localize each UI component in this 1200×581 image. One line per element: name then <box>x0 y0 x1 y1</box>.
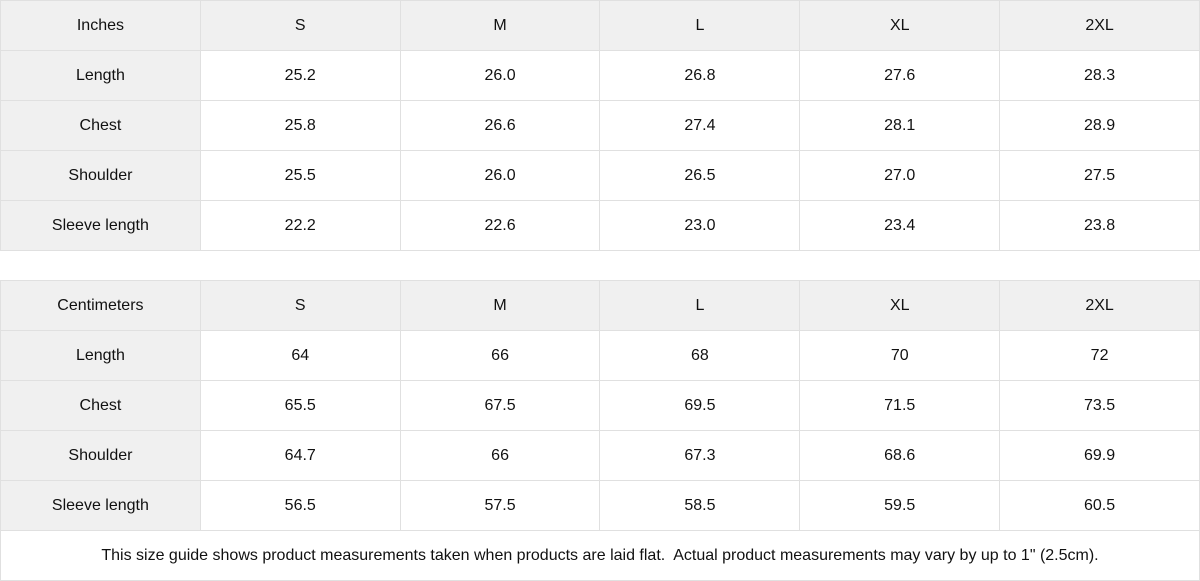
measurement-cell: 69.5 <box>599 380 801 431</box>
size-column-header-m: M <box>399 0 601 51</box>
footer-note: This size guide shows product measuremen… <box>0 531 1200 581</box>
measurement-cell: 22.6 <box>399 200 601 251</box>
measurement-cell: 60.5 <box>999 480 1200 531</box>
measurement-cell: 26.6 <box>399 100 601 151</box>
table-gap <box>0 251 1200 280</box>
row-label: Chest <box>0 380 201 431</box>
measurement-cell: 66 <box>399 330 601 381</box>
measurement-cell: 23.4 <box>799 200 1001 251</box>
measurement-cell: 66 <box>399 430 601 481</box>
measurement-cell: 27.6 <box>799 50 1001 101</box>
measurement-cell: 25.5 <box>199 150 401 201</box>
size-column-header-2xl: 2XL <box>999 280 1200 331</box>
row-label: Sleeve length <box>0 480 201 531</box>
size-column-header-2xl: 2XL <box>999 0 1200 51</box>
measurement-cell: 57.5 <box>399 480 601 531</box>
row-label: Shoulder <box>0 430 201 481</box>
table-row-shoulder: Shoulder 25.5 26.0 26.5 27.0 27.5 <box>0 150 1200 201</box>
measurement-cell: 23.8 <box>999 200 1200 251</box>
size-column-header-m: M <box>399 280 601 331</box>
unit-header-centimeters: Centimeters <box>0 280 201 331</box>
measurement-cell: 26.5 <box>599 150 801 201</box>
measurement-cell: 28.3 <box>999 50 1200 101</box>
unit-header-inches: Inches <box>0 0 201 51</box>
measurement-cell: 72 <box>999 330 1200 381</box>
table-row-shoulder: Shoulder 64.7 66 67.3 68.6 69.9 <box>0 430 1200 481</box>
measurement-cell: 67.5 <box>399 380 601 431</box>
measurement-cell: 69.9 <box>999 430 1200 481</box>
measurement-cell: 28.9 <box>999 100 1200 151</box>
measurement-cell: 26.0 <box>399 150 601 201</box>
row-label: Length <box>0 50 201 101</box>
measurement-cell: 64 <box>199 330 401 381</box>
size-column-header-s: S <box>199 0 401 51</box>
size-column-header-l: L <box>599 0 801 51</box>
row-label: Sleeve length <box>0 200 201 251</box>
measurement-cell: 27.5 <box>999 150 1200 201</box>
measurement-cell: 25.2 <box>199 50 401 101</box>
row-label: Chest <box>0 100 201 151</box>
size-table-centimeters: Centimeters S M L XL 2XL Length 64 66 68… <box>0 280 1200 531</box>
measurement-cell: 27.4 <box>599 100 801 151</box>
size-column-header-xl: XL <box>799 0 1001 51</box>
measurement-cell: 23.0 <box>599 200 801 251</box>
size-column-header-l: L <box>599 280 801 331</box>
table-row-sleeve-length: Sleeve length 56.5 57.5 58.5 59.5 60.5 <box>0 480 1200 531</box>
measurement-cell: 59.5 <box>799 480 1001 531</box>
measurement-cell: 64.7 <box>199 430 401 481</box>
table-header-row: Centimeters S M L XL 2XL <box>0 280 1200 331</box>
table-row-chest: Chest 65.5 67.5 69.5 71.5 73.5 <box>0 380 1200 431</box>
measurement-cell: 71.5 <box>799 380 1001 431</box>
measurement-cell: 68.6 <box>799 430 1001 481</box>
size-column-header-s: S <box>199 280 401 331</box>
measurement-cell: 25.8 <box>199 100 401 151</box>
table-header-row: Inches S M L XL 2XL <box>0 0 1200 51</box>
measurement-cell: 58.5 <box>599 480 801 531</box>
size-table-inches: Inches S M L XL 2XL Length 25.2 26.0 26.… <box>0 0 1200 251</box>
measurement-cell: 28.1 <box>799 100 1001 151</box>
table-row-chest: Chest 25.8 26.6 27.4 28.1 28.9 <box>0 100 1200 151</box>
table-row-length: Length 64 66 68 70 72 <box>0 330 1200 381</box>
size-column-header-xl: XL <box>799 280 1001 331</box>
measurement-cell: 73.5 <box>999 380 1200 431</box>
measurement-cell: 68 <box>599 330 801 381</box>
table-row-sleeve-length: Sleeve length 22.2 22.6 23.0 23.4 23.8 <box>0 200 1200 251</box>
measurement-cell: 27.0 <box>799 150 1001 201</box>
measurement-cell: 65.5 <box>199 380 401 431</box>
table-row-length: Length 25.2 26.0 26.8 27.6 28.3 <box>0 50 1200 101</box>
measurement-cell: 26.0 <box>399 50 601 101</box>
row-label: Shoulder <box>0 150 201 201</box>
measurement-cell: 56.5 <box>199 480 401 531</box>
measurement-cell: 22.2 <box>199 200 401 251</box>
measurement-cell: 70 <box>799 330 1001 381</box>
row-label: Length <box>0 330 201 381</box>
measurement-cell: 26.8 <box>599 50 801 101</box>
measurement-cell: 67.3 <box>599 430 801 481</box>
